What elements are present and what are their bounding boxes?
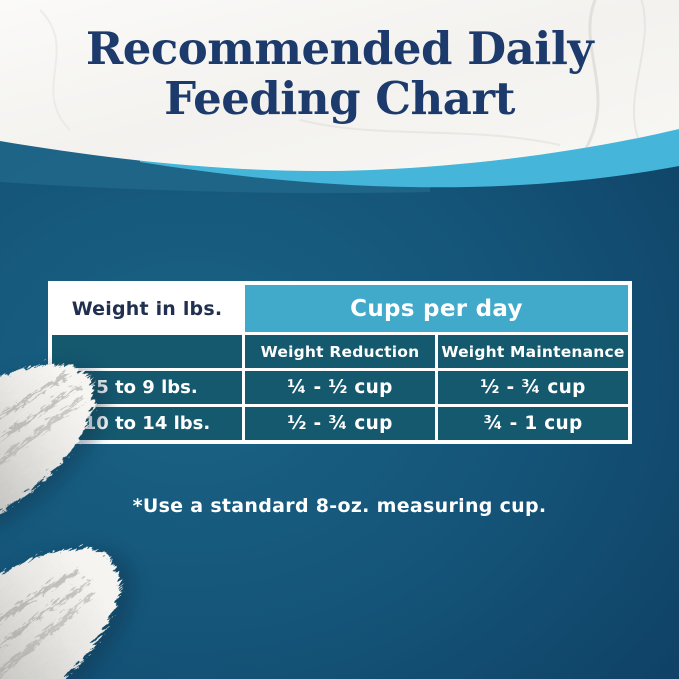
marble-vein (583, 0, 602, 151)
table-subheader-weight-maintenance: Weight Maintenance (438, 335, 628, 368)
feeding-table: Weight in lbs. Cups per day Weight Reduc… (48, 281, 632, 444)
table-row-maintenance-value: ½ - ¾ cup (438, 371, 628, 404)
page-title-line-2: Feeding Chart (164, 72, 515, 126)
table-blank-cell (52, 335, 242, 368)
table-row-maintenance-value: ¾ - 1 cup (438, 407, 628, 440)
marble-header-shape (0, 0, 679, 172)
table-row-reduction-value: ¼ - ½ cup (245, 371, 435, 404)
header-ribbon-art (0, 0, 679, 194)
marble-vein (299, 119, 561, 146)
page-title-line-1: Recommended Daily (85, 22, 594, 75)
marble-vein (39, 9, 71, 131)
table-subheader-weight-reduction: Weight Reduction (245, 335, 435, 368)
table-header-cups-per-day: Cups per day (245, 285, 628, 332)
cat-paws-image (0, 363, 135, 679)
table-row-reduction-value: ½ - ¾ cup (245, 407, 435, 440)
page-title: Recommended Daily Feeding Chart (0, 22, 679, 126)
measuring-cup-footnote: *Use a standard 8-oz. measuring cup. (132, 495, 547, 517)
upper-paw (0, 363, 91, 543)
table-header-weight: Weight in lbs. (52, 285, 242, 332)
lower-paw (0, 547, 116, 679)
cyan-swoosh (140, 122, 679, 188)
